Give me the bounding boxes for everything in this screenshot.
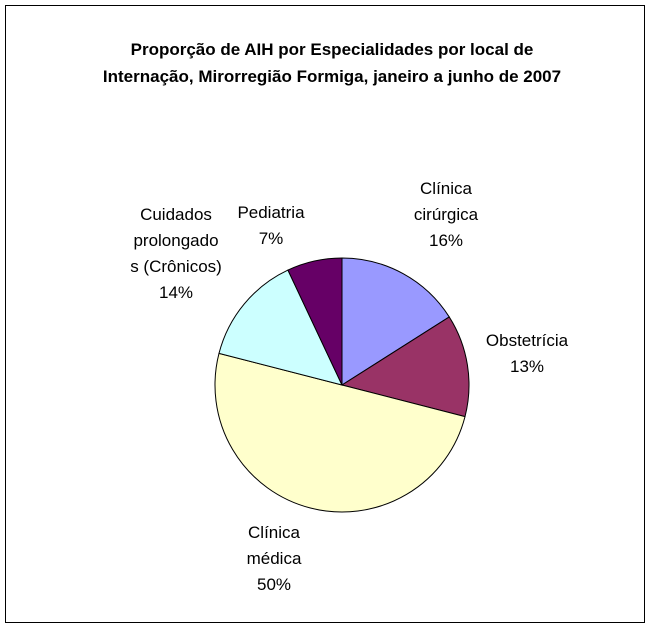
- pie-slice: [341, 257, 450, 386]
- pie-slice: [287, 257, 343, 386]
- slice-label: Cuidados prolongados (Crônicos) 14%: [130, 202, 222, 306]
- value-label: 13%: [509, 357, 545, 376]
- pie-slice: [218, 269, 343, 386]
- value-label: 50%: [256, 575, 292, 594]
- value-label: 7%: [258, 229, 284, 248]
- value-label: 14%: [158, 283, 194, 302]
- slice-label: Obstetrícia 13%: [462, 328, 592, 380]
- slice-label: Clínica médica 50%: [219, 520, 329, 598]
- value-label: 16%: [428, 231, 464, 250]
- category-label: Clínica cirúrgica: [413, 179, 479, 224]
- pie-slice: [214, 352, 466, 513]
- category-label: Clínica médica: [246, 523, 302, 568]
- chart-frame: Proporção de AIH por Especialidades por …: [5, 5, 645, 623]
- chart-title: Proporção de AIH por Especialidades por …: [102, 40, 562, 86]
- category-label: Pediatria: [237, 203, 305, 222]
- pie-slice: [340, 316, 470, 418]
- slice-label: Clínica cirúrgica 16%: [386, 176, 506, 254]
- category-label: Cuidados prolongados (Crônicos): [130, 205, 222, 276]
- slice-label: Pediatria 7%: [216, 200, 326, 252]
- category-label: Obstetrícia: [485, 331, 569, 350]
